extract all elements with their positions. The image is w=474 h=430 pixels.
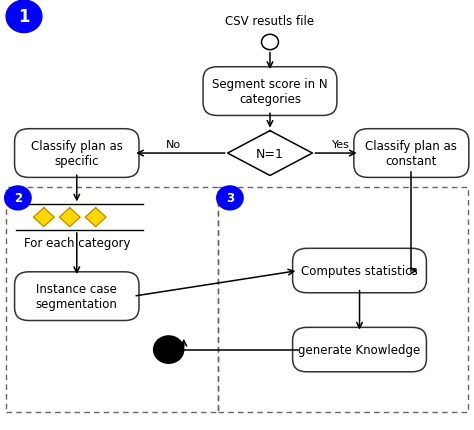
Bar <box>6 188 218 412</box>
Circle shape <box>5 187 31 210</box>
FancyBboxPatch shape <box>15 272 139 321</box>
FancyBboxPatch shape <box>292 249 427 293</box>
Circle shape <box>154 336 184 363</box>
Text: Segment score in N
categories: Segment score in N categories <box>212 78 328 106</box>
Text: 3: 3 <box>226 192 234 205</box>
Text: No: No <box>166 139 181 150</box>
Text: generate Knowledge: generate Knowledge <box>299 343 420 356</box>
Polygon shape <box>228 131 312 176</box>
Text: 1: 1 <box>18 8 30 26</box>
Circle shape <box>217 187 243 210</box>
FancyBboxPatch shape <box>15 129 139 178</box>
Polygon shape <box>59 208 80 227</box>
Bar <box>218 188 468 412</box>
Text: Computes statistics: Computes statistics <box>301 264 418 277</box>
Text: N=1: N=1 <box>256 147 284 160</box>
FancyBboxPatch shape <box>203 68 337 116</box>
Text: CSV resutls file: CSV resutls file <box>226 15 315 28</box>
FancyBboxPatch shape <box>354 129 469 178</box>
Text: Yes: Yes <box>332 139 350 150</box>
Circle shape <box>6 1 42 34</box>
Circle shape <box>262 35 278 51</box>
Polygon shape <box>34 208 54 227</box>
Text: Classify plan as
constant: Classify plan as constant <box>365 140 457 168</box>
FancyBboxPatch shape <box>292 328 427 372</box>
Text: 2: 2 <box>14 192 22 205</box>
Text: Instance case
segmentation: Instance case segmentation <box>36 283 118 310</box>
Text: For each category: For each category <box>24 237 130 250</box>
Text: Classify plan as
specific: Classify plan as specific <box>31 140 123 168</box>
Polygon shape <box>85 208 106 227</box>
